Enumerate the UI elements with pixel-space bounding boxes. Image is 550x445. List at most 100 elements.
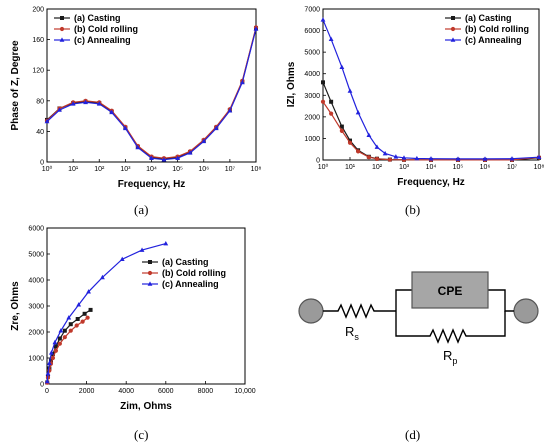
data-point [100, 274, 105, 280]
legend-marker [60, 16, 64, 20]
x-tick-label: 10³ [399, 164, 410, 171]
rp-resistor [395, 311, 506, 344]
data-point [329, 99, 334, 104]
x-axis-title: Frequency, Hz [397, 177, 465, 188]
data-point [48, 350, 54, 355]
data-point [44, 118, 50, 124]
caption-c: (c) [134, 427, 148, 442]
x-tick-label: 4000 [118, 388, 134, 395]
data-point [88, 307, 93, 312]
data-point [509, 156, 515, 161]
x-tick-label: 0 [45, 388, 49, 395]
x-tick-label: 10¹ [345, 164, 356, 171]
data-point [68, 328, 73, 333]
chart-phase-vs-frequency: 0 40 80 120 160 200 10⁰ 10¹ 10² 10³ 10⁴ 10⁵ 10⁶ 10⁷ 10… [10, 7, 261, 191]
data-point [355, 109, 361, 115]
data-point [52, 339, 58, 345]
data-point [85, 315, 90, 320]
x-tick-label: 2000 [79, 388, 95, 395]
data-point [401, 155, 407, 160]
series-line [322, 101, 540, 161]
legend-marker [147, 270, 153, 276]
data-point [339, 64, 345, 70]
data-point [62, 335, 67, 340]
data-point [50, 355, 56, 361]
legend-marker [451, 16, 455, 20]
data-point [82, 311, 87, 316]
data-point [387, 157, 392, 162]
x-tick-label: 10⁸ [534, 164, 545, 171]
data-point [321, 80, 325, 85]
y-tick-label: 1000 [304, 136, 320, 143]
y-tick-label: 0 [316, 158, 320, 165]
equivalent-circuit: CPE Rs Rp [298, 271, 539, 366]
series-line [46, 27, 257, 159]
right-terminal [513, 298, 539, 324]
y-tick-label: 0 [40, 160, 44, 167]
data-point [393, 154, 399, 159]
data-point [57, 341, 62, 346]
parallel-top-wire [395, 289, 412, 311]
data-point [96, 101, 102, 106]
series-line [46, 28, 257, 161]
data-point [428, 156, 434, 161]
data-point [57, 107, 62, 112]
data-point [74, 323, 79, 328]
y-axis-title: Zre, Ohms [10, 281, 21, 331]
x-tick-label: 10⁰ [318, 163, 329, 171]
x-tick-label: 10⁷ [225, 166, 236, 173]
data-point [201, 138, 207, 144]
caption-b: (b) [405, 202, 420, 217]
data-point [374, 144, 380, 149]
data-point [253, 26, 259, 31]
data-point [213, 125, 219, 131]
data-point [119, 256, 125, 261]
legend-marker [450, 37, 456, 42]
cpe-element [411, 271, 489, 309]
data-point [163, 241, 169, 246]
legend-marker [59, 26, 65, 32]
rs-resistor [323, 303, 396, 319]
data-point [339, 124, 344, 129]
data-point [347, 140, 353, 145]
data-point [482, 156, 488, 161]
legend-label: (b) Cold rolling [162, 268, 226, 278]
legend-label: (a) Casting [465, 13, 512, 23]
data-point [46, 360, 52, 365]
data-point [366, 155, 371, 160]
y-tick-label: 200 [32, 7, 44, 14]
data-point [227, 108, 233, 113]
legend-label: (a) Casting [74, 13, 121, 23]
legend-label: (c) Annealing [74, 35, 131, 45]
data-point [536, 154, 542, 159]
caption-d: (d) [405, 427, 420, 442]
data-point [320, 17, 326, 22]
cpe-label: CPE [438, 284, 463, 298]
x-tick-label: 6000 [158, 388, 174, 395]
x-tick-label: 10⁸ [251, 166, 262, 173]
legend-label: (a) Casting [162, 257, 209, 267]
y-tick-label: 4000 [28, 278, 44, 285]
data-point [455, 156, 461, 161]
x-tick-label: 10¹ [68, 166, 79, 173]
data-point [239, 79, 245, 85]
rs-subscript: s [354, 332, 359, 342]
data-point [66, 315, 72, 320]
left-terminal [298, 298, 324, 324]
data-point [161, 157, 167, 162]
y-tick-label: 7000 [304, 7, 320, 14]
x-tick-label: 10⁵ [453, 164, 464, 171]
series-line [322, 19, 540, 160]
data-point [83, 99, 88, 105]
y-tick-label: 6000 [304, 28, 320, 35]
data-point [139, 247, 145, 252]
data-point [320, 99, 326, 104]
y-tick-label: 6000 [28, 226, 44, 233]
y-tick-label: 120 [32, 68, 44, 75]
chart-impedance-vs-frequency: 0 1000 2000 3000 4000 5000 6000 7000 10⁰ 10¹ 10² 10… [286, 7, 544, 189]
y-axis-title: IZI, Ohms [286, 61, 297, 107]
y-tick-label: 2000 [28, 330, 44, 337]
legend-marker [450, 26, 456, 32]
legend-label: (c) Annealing [162, 279, 219, 289]
